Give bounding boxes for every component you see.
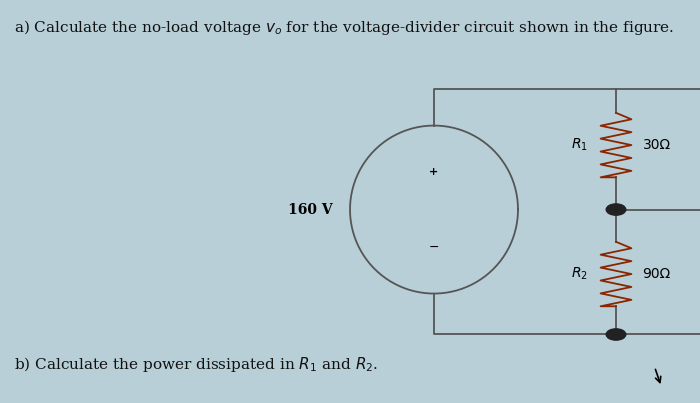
- Text: 30Ω: 30Ω: [643, 138, 671, 152]
- Text: $R_1$: $R_1$: [571, 137, 588, 153]
- Text: −: −: [428, 241, 440, 254]
- Circle shape: [606, 329, 626, 340]
- Text: a) Calculate the no-load voltage $v_o$ for the voltage-divider circuit shown in : a) Calculate the no-load voltage $v_o$ f…: [14, 18, 674, 37]
- Text: +: +: [429, 167, 439, 177]
- Text: 160 V: 160 V: [288, 203, 332, 216]
- Text: b) Calculate the power dissipated in $R_1$ and $R_2$.: b) Calculate the power dissipated in $R_…: [14, 355, 378, 374]
- Text: 90Ω: 90Ω: [643, 267, 671, 281]
- Circle shape: [606, 204, 626, 215]
- Text: $R_2$: $R_2$: [571, 266, 588, 282]
